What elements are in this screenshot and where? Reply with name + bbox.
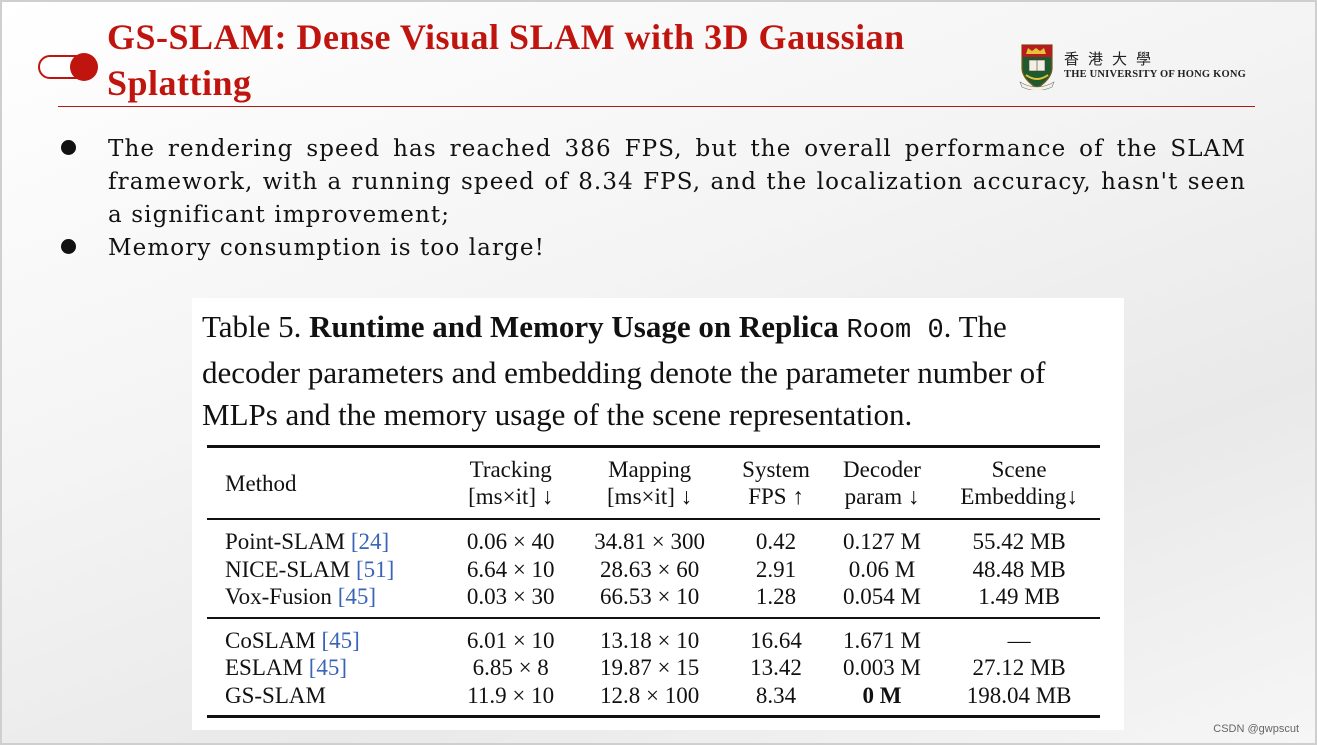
table-cell: 0.003 M: [843, 655, 921, 680]
caption-bold: Runtime and Memory Usage on Replica: [309, 309, 839, 344]
header-system: System FPS ↑: [742, 457, 810, 509]
bullet-text: Memory consumption is too large!: [108, 235, 545, 261]
table-cell: 1.671 M: [843, 627, 921, 653]
table-image: Table 5. Runtime and Memory Usage on Rep…: [192, 298, 1124, 730]
table-cell: 28.63 × 60: [599, 556, 700, 582]
table-cell: 66.53 × 10: [599, 584, 700, 609]
table-cell: 6.85 × 8: [472, 655, 549, 680]
title-decoration-dot: [70, 53, 98, 81]
table-row: NICE-SLAM [51] 6.64 × 10 28.63 × 60 2.91…: [207, 556, 1100, 584]
table-cell: 34.81 × 300: [594, 529, 705, 554]
table-cell: 0.054 M: [843, 584, 921, 609]
table-cell: 0.42: [755, 529, 797, 554]
table-caption: Table 5. Runtime and Memory Usage on Rep…: [202, 306, 1112, 436]
bullet-dot-icon: [61, 239, 76, 254]
table-cell: Vox-Fusion [45]: [225, 584, 377, 609]
table-cell: 0 M: [862, 682, 902, 708]
table-cell: 0.127 M: [843, 529, 921, 554]
logo-english-name: THE UNIVERSITY OF HONG KONG: [1064, 69, 1246, 80]
table-cell: 13.42: [750, 655, 802, 680]
table-cell: 13.18 × 10: [599, 627, 700, 653]
table-cell: 55.42 MB: [972, 529, 1066, 554]
table-cell: 48.48 MB: [972, 556, 1066, 582]
table-cell: 2.91: [755, 556, 797, 582]
table-cell: 16.64: [750, 627, 802, 653]
bullet-text: The rendering speed has reached 386 FPS,…: [108, 136, 1246, 228]
bullet-item: The rendering speed has reached 386 FPS,…: [58, 133, 1246, 232]
table-cell: NICE-SLAM [51]: [225, 556, 395, 582]
table-cell: 6.01 × 10: [466, 627, 555, 653]
results-table: Method Tracking [ms×it] ↓ Mapping [ms×it] …: [207, 445, 1100, 718]
table-cell: 27.12 MB: [972, 655, 1066, 680]
table-cell: 0.06 × 40: [466, 529, 555, 554]
watermark: CSDN @gwpscut: [1213, 723, 1299, 735]
logo-chinese-name: 香港大學: [1064, 50, 1161, 68]
university-logo: 香港大學 THE UNIVERSITY OF HONG KONG: [1018, 42, 1258, 94]
title-divider: [58, 106, 1255, 107]
table-row: ESLAM [45] 6.85 × 8 19.87 × 15 13.42 0.0…: [207, 654, 1100, 682]
table-header-row: Method Tracking [ms×it] ↓ Mapping [ms×it] …: [207, 447, 1100, 519]
table-cell: 198.04 MB: [966, 682, 1072, 708]
caption-rest: . The decoder parameters and embedding d…: [202, 309, 1046, 432]
table-row: Point-SLAM [24] 0.06 × 40 34.81 × 300 0.…: [207, 519, 1100, 556]
table-cell: CoSLAM [45]: [225, 627, 360, 653]
table-cell: 12.8 × 100: [599, 682, 700, 708]
header-method: Method: [225, 470, 297, 496]
table-row: CoSLAM [45] 6.01 × 10 13.18 × 10 16.64 1…: [207, 618, 1100, 655]
table-cell: 1.49 MB: [978, 584, 1060, 609]
table-cell: 1.28: [755, 584, 797, 609]
bullet-item: Memory consumption is too large!: [58, 232, 1246, 265]
table-cell: 0.06 M: [848, 556, 916, 582]
table-cell: 8.34: [755, 682, 797, 708]
table-cell: Point-SLAM [24]: [225, 529, 390, 554]
table-cell: 19.87 × 15: [599, 655, 700, 680]
bullet-dot-icon: [61, 140, 76, 155]
table-row: GS-SLAM 11.9 × 10 12.8 × 100 8.34 0 M 19…: [207, 682, 1100, 717]
table-cell: GS-SLAM: [225, 682, 326, 708]
header-decoder: Decoder param ↓: [843, 457, 921, 509]
slide-title: GS-SLAM: Dense Visual SLAM with 3D Gauss…: [107, 17, 905, 103]
header-scene: Scene Embedding↓: [960, 457, 1078, 509]
table-row: Vox-Fusion [45] 0.03 × 30 66.53 × 10 1.2…: [207, 583, 1100, 618]
bullet-list: The rendering speed has reached 386 FPS,…: [58, 133, 1246, 265]
table-cell: 0.03 × 30: [466, 584, 555, 609]
hku-crest-icon: [1019, 44, 1055, 90]
table-cell: 6.64 × 10: [466, 556, 555, 582]
table-cell: ESLAM [45]: [225, 655, 348, 680]
table-cell: —: [1007, 627, 1031, 653]
caption-mono: Room 0: [846, 316, 944, 346]
header-tracking: Tracking [ms×it] ↓: [468, 457, 554, 509]
header-mapping: Mapping [ms×it] ↓: [607, 457, 693, 509]
table-cell: 11.9 × 10: [467, 682, 555, 708]
caption-prefix: Table 5.: [202, 309, 302, 344]
